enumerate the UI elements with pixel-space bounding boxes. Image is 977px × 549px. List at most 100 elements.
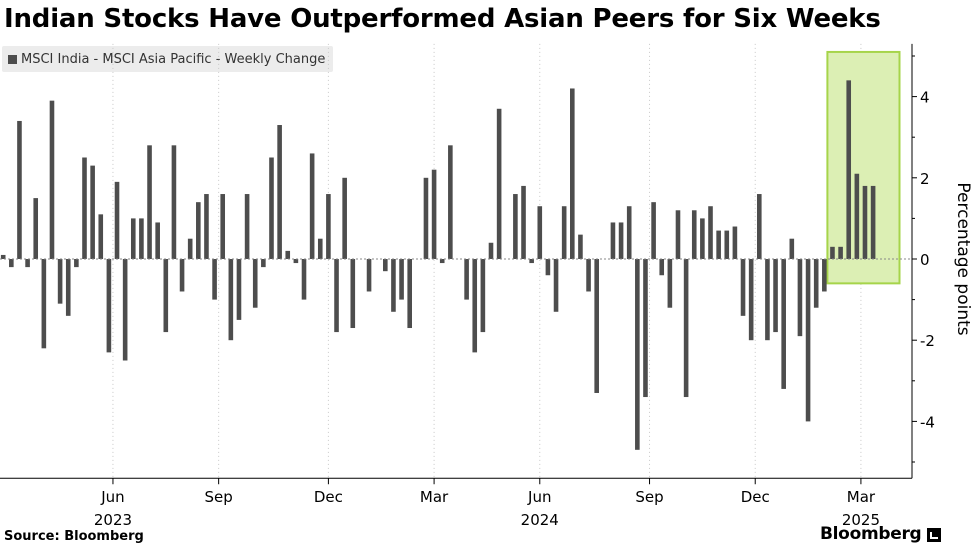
bar-25 <box>204 194 209 259</box>
bar-21 <box>171 145 177 259</box>
bar-42 <box>342 177 347 259</box>
y-tick-label: 2 <box>920 170 930 188</box>
bar-70 <box>570 88 575 259</box>
x-tick-label: Dec <box>741 488 770 506</box>
bar-73 <box>594 259 599 393</box>
bar-20 <box>163 259 169 333</box>
axes: 4 2 0 -2 -4 Jun 2023 Sep Dec Mar Jun 2024 Sep Dec Mar 2… <box>0 43 935 529</box>
bar-95 <box>773 259 778 333</box>
x-tick-label: Dec <box>314 488 343 506</box>
bar-93 <box>756 194 762 259</box>
bar-9 <box>74 259 79 268</box>
bar-60 <box>488 242 494 259</box>
bar-103 <box>838 246 843 259</box>
bar-80 <box>651 202 656 259</box>
bar-86 <box>700 218 705 259</box>
bar-68 <box>553 259 559 312</box>
bar-19 <box>155 222 160 259</box>
bar-30 <box>244 194 250 259</box>
bar-43 <box>350 259 356 329</box>
bars <box>0 80 876 450</box>
legend: MSCI India - MSCI Asia Pacific - Weekly … <box>2 46 334 72</box>
bar-54 <box>439 259 445 264</box>
bar-14 <box>114 181 120 259</box>
brand-name: Bloomberg <box>820 524 922 544</box>
x-year-label: 2025 <box>842 511 880 529</box>
bar-85 <box>691 210 697 259</box>
x-year-label: 2024 <box>521 511 559 529</box>
bar-0 <box>0 254 6 259</box>
x-tick-label: Sep <box>205 488 233 506</box>
chart-title: Indian Stocks Have Outperformed Asian Pe… <box>4 4 881 34</box>
bar-81 <box>659 259 665 276</box>
bar-104 <box>846 80 852 259</box>
bar-89 <box>724 230 730 259</box>
bar-32 <box>261 259 266 268</box>
bar-29 <box>236 259 242 320</box>
bar-77 <box>626 206 632 259</box>
bar-36 <box>293 259 299 264</box>
bar-52 <box>423 177 429 259</box>
bar-11 <box>90 165 95 259</box>
bar-18 <box>147 145 152 259</box>
bar-10 <box>82 157 87 259</box>
x-tick-label: Mar <box>847 488 876 506</box>
bloomberg-terminal-icon <box>927 528 942 542</box>
bar-27 <box>220 194 226 259</box>
y-axis-label: Percentage points <box>953 182 973 335</box>
bar-47 <box>383 259 388 272</box>
bar-91 <box>740 259 746 316</box>
bar-31 <box>252 259 258 308</box>
bar-75 <box>610 222 616 259</box>
bar-88 <box>716 230 721 259</box>
bar-15 <box>122 259 128 361</box>
bar-107 <box>870 185 876 259</box>
bar-92 <box>748 259 754 341</box>
bar-67 <box>545 259 551 276</box>
bar-106 <box>862 185 868 259</box>
bar-69 <box>561 206 567 259</box>
bar-38 <box>309 153 315 259</box>
bar-102 <box>830 246 835 259</box>
bar-28 <box>228 259 234 341</box>
bar-101 <box>822 259 827 292</box>
bar-97 <box>789 238 795 259</box>
x-tick-label: Mar <box>420 488 449 506</box>
bar-37 <box>301 259 307 300</box>
bar-3 <box>25 259 30 268</box>
bar-58 <box>472 259 478 353</box>
y-tick-label: -4 <box>920 413 935 431</box>
bar-48 <box>391 259 396 312</box>
bar-26 <box>212 259 217 300</box>
bar-65 <box>529 259 534 264</box>
bar-35 <box>285 250 291 259</box>
bar-23 <box>187 238 193 259</box>
bar-55 <box>448 145 453 259</box>
bar-4 <box>33 198 39 259</box>
bar-84 <box>683 259 689 398</box>
bar-87 <box>708 206 713 259</box>
bar-76 <box>618 222 624 259</box>
bar-61 <box>496 108 502 259</box>
bar-41 <box>334 259 339 333</box>
bar-45 <box>366 259 372 292</box>
x-tick-label: Jun <box>100 488 124 506</box>
bar-57 <box>464 259 469 300</box>
bar-79 <box>643 259 648 398</box>
bar-72 <box>586 259 591 292</box>
bar-98 <box>797 259 803 337</box>
x-tick-label: Jun <box>527 488 551 506</box>
bar-39 <box>317 238 323 259</box>
bar-105 <box>854 173 860 259</box>
bar-16 <box>130 218 136 259</box>
y-tick-label: 4 <box>920 89 930 107</box>
bar-71 <box>578 234 583 259</box>
bar-34 <box>277 125 282 260</box>
bar-50 <box>407 259 412 329</box>
x-tick-label: Sep <box>635 488 663 506</box>
bar-90 <box>732 226 738 259</box>
bar-2 <box>17 120 22 260</box>
bar-83 <box>675 210 681 259</box>
bar-82 <box>667 259 673 308</box>
bar-99 <box>805 259 811 422</box>
